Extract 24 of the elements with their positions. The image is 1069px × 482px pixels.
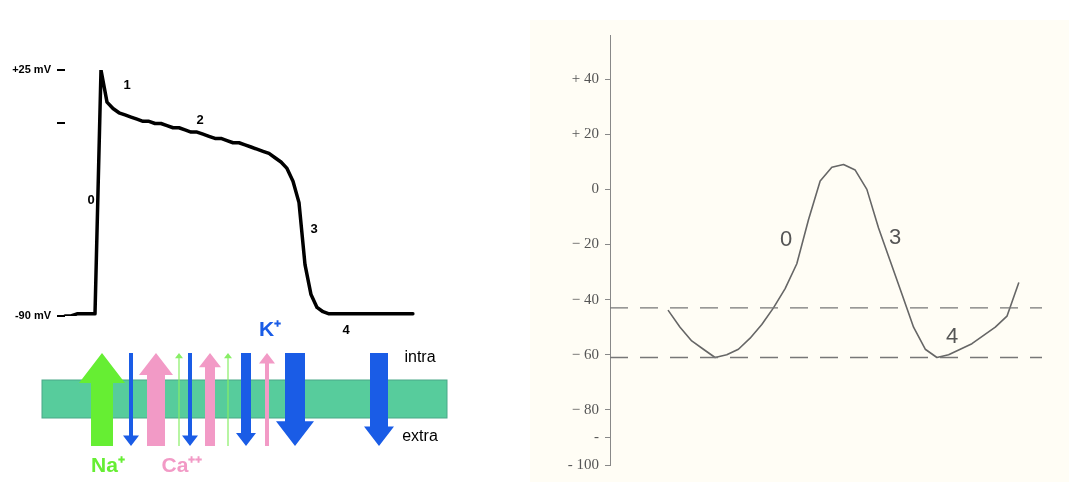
y-tick-label: + 40 (571, 70, 599, 87)
y-tick-label: − 40 (571, 290, 599, 307)
y-tick-label: − 20 (571, 235, 599, 252)
y-tick-label: - (594, 428, 599, 445)
annotation: 0 (779, 226, 793, 252)
annotation: 2 (196, 111, 204, 127)
y-tick-label: 0 (591, 180, 599, 197)
y-tick-label: + 20 (571, 125, 599, 142)
y-tick-label: − 80 (571, 400, 599, 417)
text: K⁺ (258, 316, 282, 340)
annotation: 3 (310, 220, 318, 236)
y-tick-label: -90 mV (14, 309, 52, 322)
y-tick-label: - 100 (567, 455, 599, 472)
y-tick-label: − 60 (571, 345, 599, 362)
text: extra (402, 427, 438, 445)
annotation: 3 (888, 224, 902, 250)
text: Ca⁺⁺ (161, 452, 203, 476)
text: intra (404, 348, 436, 366)
annotation: 1 (123, 76, 131, 92)
text: 4 (342, 321, 351, 337)
y-tick-label: +25 mV (12, 63, 52, 76)
annotation: 4 (945, 323, 959, 349)
text: Na⁺ (91, 452, 125, 476)
annotation: 0 (87, 191, 95, 207)
